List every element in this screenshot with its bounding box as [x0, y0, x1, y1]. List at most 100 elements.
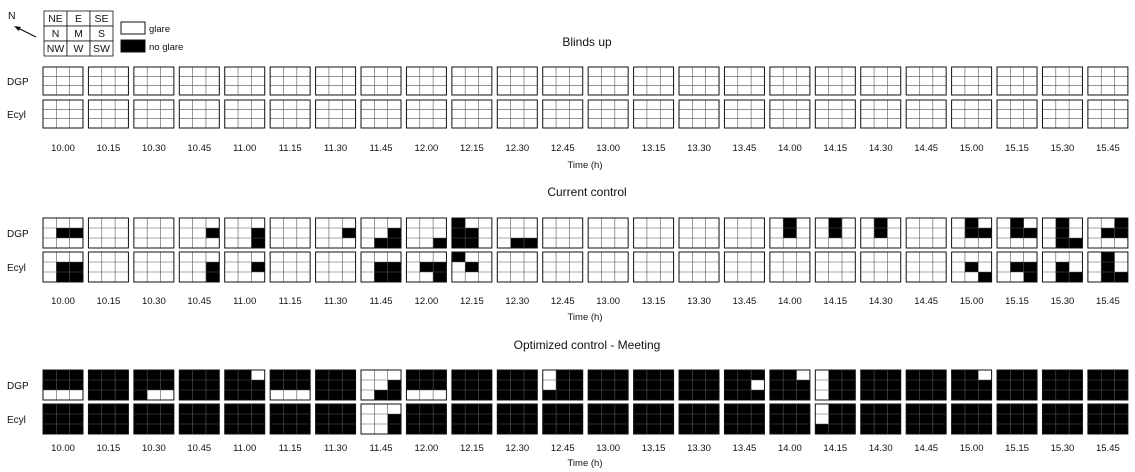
glare-box — [1041, 369, 1083, 401]
cell-sw — [1069, 85, 1083, 95]
cell-se — [69, 370, 83, 380]
glare-box — [315, 369, 357, 401]
time-tick: 12.15 — [460, 143, 484, 154]
cell-s — [115, 380, 129, 390]
glare-box — [633, 217, 675, 249]
cell-ne — [633, 218, 647, 228]
cell-n — [1042, 262, 1056, 272]
cell-e — [1101, 218, 1115, 228]
cell-s — [433, 414, 447, 424]
cell-ne — [769, 67, 784, 77]
cell-ne — [179, 370, 193, 380]
cell-m — [828, 262, 842, 272]
cell-ne — [361, 100, 375, 110]
cell-e — [964, 404, 979, 414]
cell-w — [601, 118, 615, 128]
cell-e — [692, 67, 706, 77]
cell-sw — [433, 424, 447, 434]
cell-w — [964, 272, 979, 282]
box-border — [496, 66, 538, 96]
compass-label-sw: SW — [93, 43, 110, 55]
time-tick: 13.00 — [596, 143, 620, 154]
glare-box — [678, 217, 720, 249]
glare-box — [1087, 66, 1129, 96]
cell-m — [147, 109, 161, 119]
cell-w — [510, 424, 524, 434]
cell-s — [205, 414, 220, 424]
glare-box — [133, 403, 175, 435]
cell-m — [465, 109, 479, 119]
cell-m — [510, 109, 524, 119]
cell-e — [510, 252, 524, 262]
cell-sw — [978, 390, 992, 400]
cell-nw — [88, 118, 102, 128]
cell-n — [179, 380, 193, 390]
cell-n — [951, 109, 965, 119]
cell-nw — [406, 238, 420, 248]
cell-n — [860, 262, 875, 272]
cell-m — [646, 262, 661, 272]
cell-e — [283, 252, 297, 262]
cell-ne — [43, 252, 57, 262]
cell-n — [815, 76, 829, 86]
cell-ne — [315, 252, 329, 262]
glare-box — [633, 251, 675, 283]
cell-sw — [296, 238, 311, 248]
cell-s — [751, 109, 765, 119]
cell-m — [510, 262, 524, 272]
cell-n — [224, 414, 239, 424]
cell-e — [1010, 370, 1024, 380]
cell-m — [964, 228, 979, 238]
cell-s — [569, 109, 583, 119]
box-border — [224, 66, 266, 96]
cell-m — [283, 414, 297, 424]
cell-nw — [906, 424, 920, 434]
time-tick: 10.00 — [51, 143, 75, 154]
time-tick: 11.15 — [279, 296, 302, 307]
cell-w — [874, 238, 888, 248]
cell-m — [919, 109, 933, 119]
cell-sw — [115, 85, 129, 95]
cell-se — [478, 252, 492, 262]
box-border — [723, 369, 765, 401]
cell-e — [238, 100, 252, 110]
cell-w — [374, 272, 388, 282]
cell-nw — [679, 390, 693, 400]
cell-ne — [133, 404, 148, 414]
cell-sw — [1114, 238, 1128, 248]
cell-nw — [270, 390, 284, 400]
cell-s — [342, 262, 356, 272]
cell-ne — [997, 67, 1011, 77]
cell-sw — [387, 118, 402, 128]
cell-n — [542, 380, 557, 390]
cell-n — [997, 380, 1011, 390]
cell-w — [1055, 238, 1070, 248]
cell-m — [465, 228, 479, 238]
cell-sw — [205, 424, 220, 434]
panel-title: Current control — [547, 185, 626, 199]
cell-n — [769, 380, 784, 390]
cell-s — [1069, 228, 1083, 238]
glare-box — [224, 251, 266, 283]
cell-e — [465, 404, 479, 414]
cell-w — [374, 424, 388, 434]
cell-ne — [1042, 370, 1056, 380]
cell-nw — [179, 118, 193, 128]
glare-box — [42, 369, 84, 401]
cell-sw — [342, 424, 356, 434]
cell-w — [56, 424, 70, 434]
cell-n — [769, 262, 784, 272]
cell-sw — [1023, 272, 1038, 282]
cell-sw — [660, 238, 674, 248]
cell-nw — [951, 390, 965, 400]
cell-e — [101, 404, 116, 414]
cell-s — [932, 228, 947, 238]
glare-box — [269, 99, 311, 129]
cell-w — [646, 390, 661, 400]
cell-m — [56, 262, 70, 272]
row-label-dgp: DGP — [7, 77, 29, 88]
glare-box — [178, 217, 220, 249]
cell-sw — [205, 118, 220, 128]
cell-m — [1055, 380, 1070, 390]
cell-nw — [633, 238, 647, 248]
